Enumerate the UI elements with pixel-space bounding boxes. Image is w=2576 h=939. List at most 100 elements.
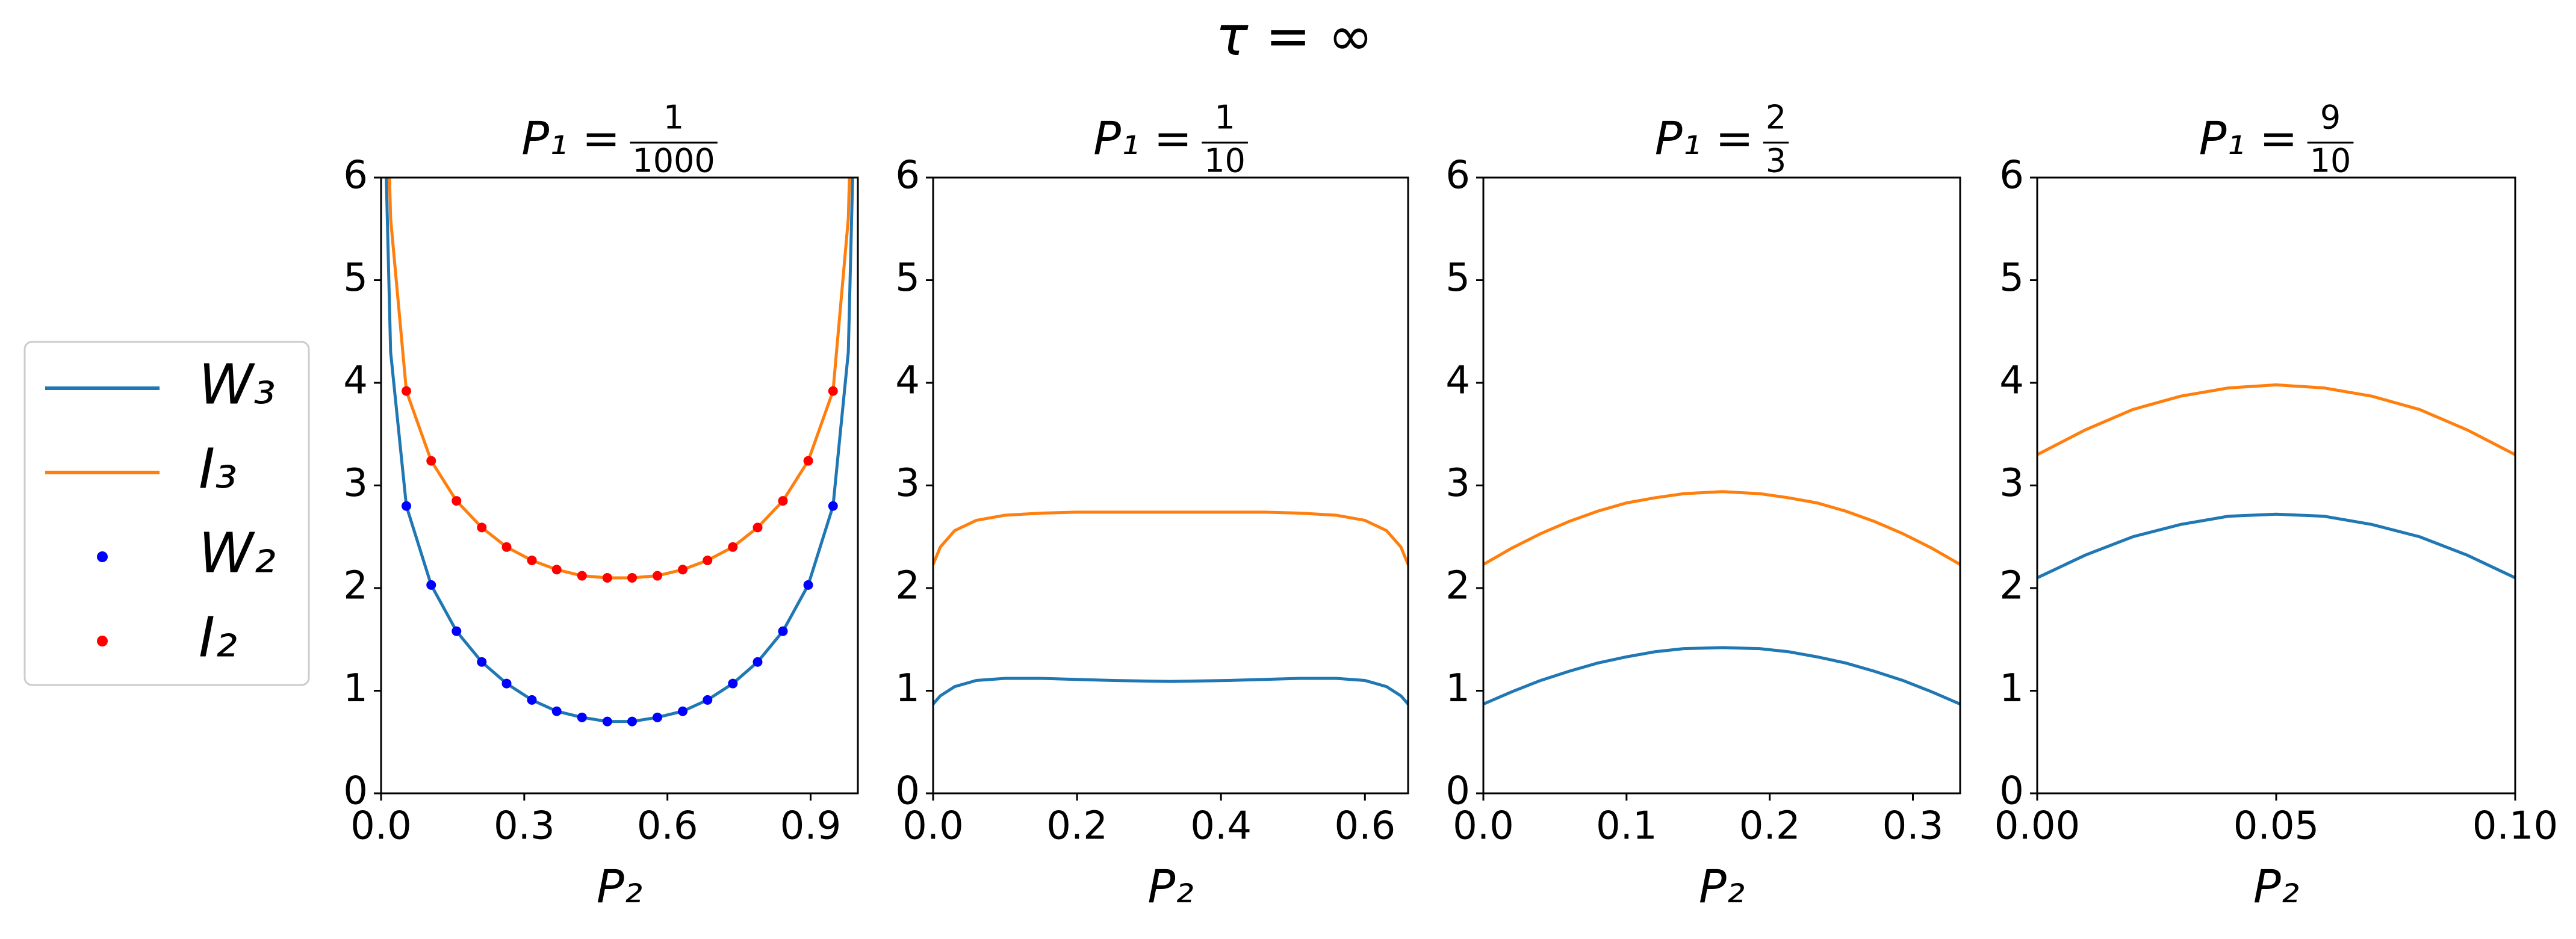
line (1483, 646, 1960, 705)
point (778, 626, 788, 636)
legend-swatch (97, 551, 108, 562)
subplot-title: P₁ = (2199, 111, 2298, 165)
plot-area (933, 510, 1408, 705)
x-axis-label: P₂ (2253, 860, 2299, 913)
point (627, 716, 638, 727)
point (703, 695, 713, 705)
point (577, 571, 587, 581)
point (602, 572, 612, 583)
y-tick-label: 2 (895, 564, 920, 609)
legend-label: W₃ (199, 352, 276, 417)
point (501, 542, 512, 552)
y-tick-label: 1 (895, 666, 920, 711)
title-numerator: 9 (2320, 99, 2341, 137)
title-denominator: 10 (2310, 142, 2351, 180)
y-tick-label: 3 (1445, 461, 1470, 506)
subplot-title: P₁ = (1655, 111, 1754, 165)
x-tick-label: 0.6 (637, 804, 698, 849)
y-tick-label: 5 (343, 256, 368, 300)
y-tick-label: 3 (895, 461, 920, 506)
line (933, 677, 1408, 705)
plot-area (2037, 383, 2515, 580)
y-tick-label: 1 (1445, 666, 1470, 711)
figure-title: τ = ∞ (1215, 5, 1373, 68)
point (426, 580, 436, 590)
legend-label: W₂ (199, 521, 276, 585)
y-tick-label: 6 (895, 153, 920, 198)
x-axis-label: P₂ (1147, 860, 1193, 913)
y-tick-label: 6 (1445, 153, 1470, 198)
point (678, 565, 688, 575)
x-tick-label: 0.4 (1190, 804, 1252, 849)
subplot-title: P₁ = (521, 111, 620, 165)
x-tick-label: 0.00 (1994, 804, 2081, 849)
x-tick-label: 0.05 (2233, 804, 2320, 849)
y-tick-label: 1 (343, 666, 368, 711)
point (452, 626, 462, 636)
y-tick-label: 1 (1999, 666, 2024, 711)
point (551, 565, 562, 575)
point (678, 706, 688, 716)
y-tick-label: 0 (895, 769, 920, 814)
y-tick-label: 2 (343, 564, 368, 609)
point (402, 501, 412, 511)
x-tick-label: 0.3 (1882, 804, 1944, 849)
legend-label: I₂ (199, 605, 237, 669)
axes-frame (380, 176, 859, 795)
point (452, 496, 462, 506)
subplot-title: P₁ = (1093, 111, 1192, 165)
point (828, 501, 838, 511)
point (728, 678, 738, 689)
line (2037, 512, 2515, 580)
point (653, 712, 663, 722)
axes-frame (932, 176, 1409, 795)
y-tick-label: 5 (1999, 256, 2024, 300)
point (477, 657, 487, 667)
x-tick-label: 0.2 (1046, 804, 1108, 849)
x-tick-label: 0.1 (1596, 804, 1657, 849)
line (933, 510, 1408, 565)
y-tick-label: 5 (1445, 256, 1470, 300)
line (385, 178, 854, 724)
point (703, 555, 713, 565)
legend-box (23, 341, 310, 686)
y-tick-label: 3 (1999, 461, 2024, 506)
y-tick-label: 0 (1445, 769, 1470, 814)
point (803, 456, 813, 466)
point (551, 706, 562, 716)
y-tick-label: 2 (1999, 564, 2024, 609)
title-denominator: 10 (1204, 142, 1246, 180)
title-numerator: 1 (1214, 99, 1235, 137)
legend-swatch (97, 636, 108, 646)
title-numerator: 1 (663, 99, 684, 137)
point (577, 712, 587, 722)
x-axis-label: P₂ (1699, 860, 1745, 913)
plot-area (385, 178, 854, 727)
point (527, 695, 537, 705)
point (753, 657, 763, 667)
title-denominator: 1000 (632, 142, 715, 180)
x-tick-label: 0.9 (780, 804, 842, 849)
y-tick-label: 3 (343, 461, 368, 506)
x-tick-label: 0.2 (1739, 804, 1801, 849)
legend: W₃ I₃ W₂ I₂ (23, 341, 310, 686)
line (1483, 490, 1960, 566)
point (527, 555, 537, 565)
y-tick-label: 6 (343, 153, 368, 198)
point (803, 580, 813, 590)
x-axis-label: P₂ (597, 860, 642, 913)
y-tick-label: 6 (1999, 153, 2024, 198)
point (653, 571, 663, 581)
y-tick-label: 4 (895, 359, 920, 403)
point (477, 522, 487, 533)
y-tick-label: 4 (343, 359, 368, 403)
x-tick-label: 0.10 (2472, 804, 2559, 849)
x-tick-label: 0.0 (902, 804, 964, 849)
legend-label: I₃ (199, 436, 237, 501)
line (388, 178, 851, 580)
title-numerator: 2 (1766, 99, 1786, 137)
x-tick-label: 0.0 (1453, 804, 1514, 849)
y-tick-label: 0 (1999, 769, 2024, 814)
point (753, 522, 763, 533)
y-tick-label: 4 (1445, 359, 1470, 403)
